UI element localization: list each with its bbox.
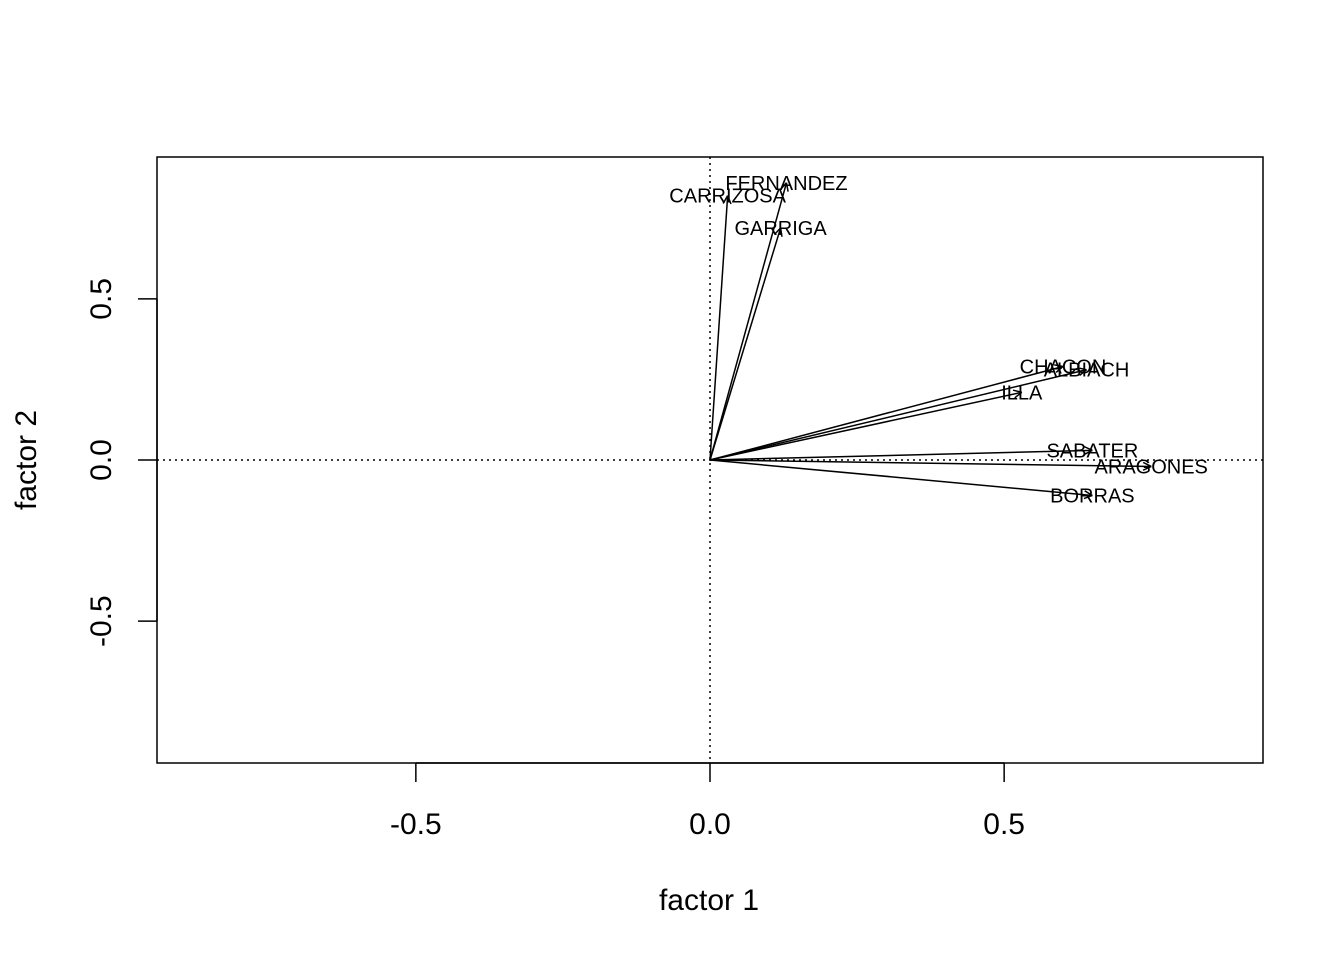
x-tick-label: 0.0 bbox=[689, 808, 731, 841]
arrowhead-illa bbox=[1012, 389, 1023, 399]
point-label-sabater: SABATER bbox=[1046, 440, 1138, 462]
point-label-carrizosa: CARRIZOSA bbox=[669, 186, 786, 208]
y-axis: -0.5 0.0 0.5 bbox=[85, 278, 158, 647]
vector-chacon bbox=[709, 365, 1064, 461]
x-axis-title: factor 1 bbox=[659, 884, 759, 917]
arrowhead-albiach bbox=[1077, 367, 1087, 377]
point-label-garriga: GARRIGA bbox=[734, 218, 827, 240]
y-tick-label: -0.5 bbox=[85, 595, 118, 647]
vector-aragones bbox=[709, 459, 1152, 468]
point-label-fernandez: FERNANDEZ bbox=[725, 173, 847, 195]
arrowhead-aragones bbox=[1142, 461, 1152, 471]
arrowhead-chacon bbox=[1053, 364, 1064, 373]
point-label-albiach: ALBIACH bbox=[1044, 360, 1130, 382]
vector-albiach bbox=[709, 369, 1087, 461]
vector-illa bbox=[709, 391, 1022, 461]
vectors-layer bbox=[709, 182, 1152, 500]
point-label-aragones: ARAGONES bbox=[1095, 456, 1208, 478]
point-label-illa: ILLA bbox=[1001, 382, 1043, 404]
arrowhead-fernandez bbox=[779, 182, 789, 192]
point-label-chacon: CHACON bbox=[1020, 357, 1107, 379]
point-label-borras: BORRAS bbox=[1050, 485, 1134, 507]
x-axis: -0.5 0.0 0.5 bbox=[390, 762, 1025, 841]
vector-fernandez bbox=[709, 182, 788, 461]
arrowhead-garriga bbox=[773, 227, 783, 237]
x-tick-label: -0.5 bbox=[390, 808, 442, 841]
vector-borras bbox=[709, 459, 1093, 497]
arrowhead-sabater bbox=[1083, 445, 1093, 456]
arrowhead-carrizosa bbox=[722, 195, 732, 205]
vector-garriga bbox=[709, 227, 782, 461]
vector-sabater bbox=[709, 449, 1093, 461]
y-axis-title: factor 2 bbox=[10, 410, 43, 510]
y-tick-label: 0.0 bbox=[85, 439, 118, 481]
y-tick-label: 0.5 bbox=[85, 278, 118, 320]
x-tick-label: 0.5 bbox=[983, 808, 1025, 841]
vector-carrizosa bbox=[709, 195, 729, 461]
arrowhead-borras bbox=[1083, 490, 1093, 500]
